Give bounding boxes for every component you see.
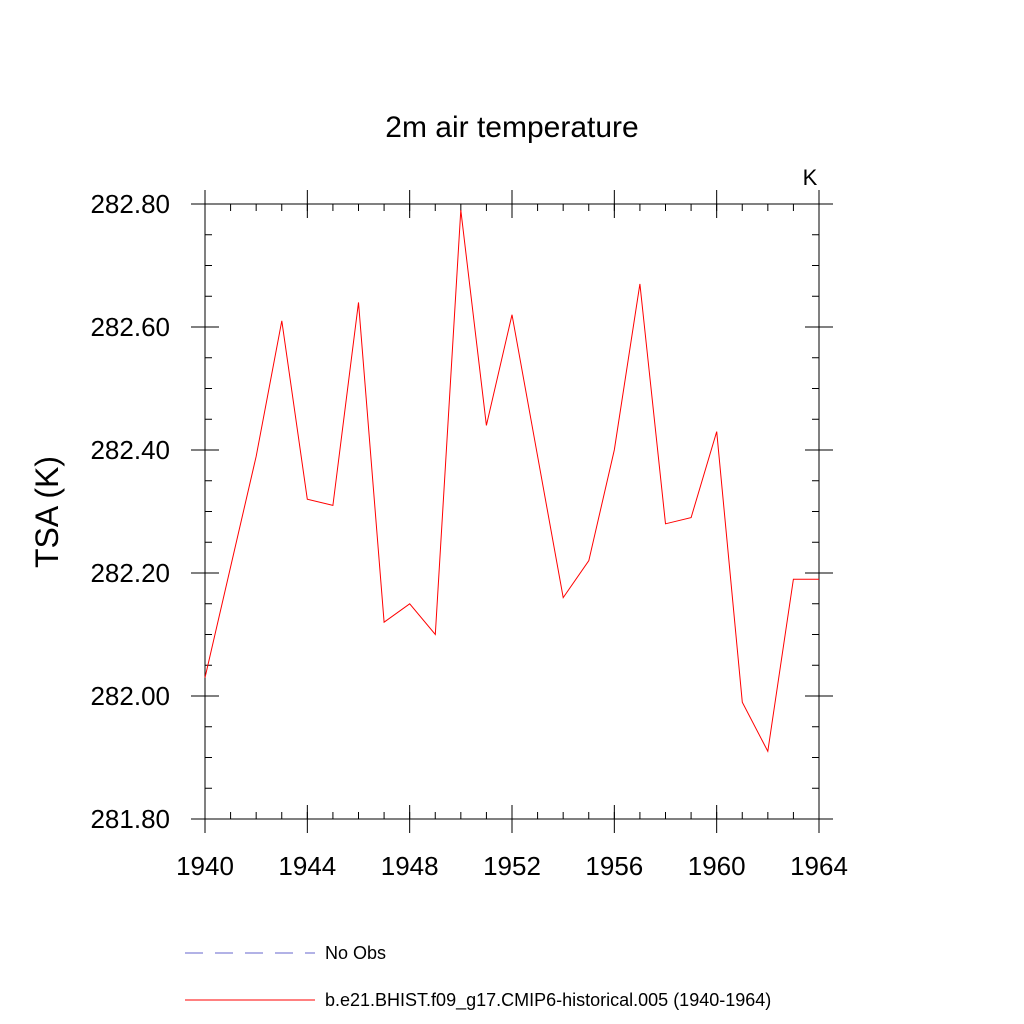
- y-axis-label: TSA (K): [29, 456, 65, 568]
- x-tick-label: 1948: [381, 851, 439, 881]
- chart-title: 2m air temperature: [385, 111, 638, 144]
- plot-frame: [204, 203, 820, 820]
- y-tick-label: 281.80: [90, 804, 170, 834]
- units-label: K: [803, 165, 818, 190]
- legend-label-historical: b.e21.BHIST.f09_g17.CMIP6-historical.005…: [325, 990, 771, 1011]
- y-tick-label: 282.20: [90, 558, 170, 588]
- x-tick-label: 1952: [483, 851, 541, 881]
- y-tick-label: 282.40: [90, 435, 170, 465]
- x-tick-label: 1964: [790, 851, 848, 881]
- x-axis-ticks: 1940 1944 1948 1952 1956 1960 1964: [176, 190, 848, 881]
- legend: No Obs b.e21.BHIST.f09_g17.CMIP6-histori…: [185, 943, 771, 1011]
- x-tick-label: 1940: [176, 851, 234, 881]
- y-tick-label: 282.60: [90, 312, 170, 342]
- y-axis-ticks: 281.80 282.00 282.20 282.40 282.60 282.80: [90, 189, 833, 834]
- series-layer: [204, 210, 819, 753]
- x-tick-label: 1956: [585, 851, 643, 881]
- minor-ticks: [204, 203, 820, 820]
- x-tick-label: 1944: [278, 851, 336, 881]
- legend-label-no-obs: No Obs: [325, 943, 386, 963]
- y-tick-label: 282.80: [90, 189, 170, 219]
- series-line: [204, 210, 819, 753]
- x-tick-label: 1960: [688, 851, 746, 881]
- y-tick-label: 282.00: [90, 681, 170, 711]
